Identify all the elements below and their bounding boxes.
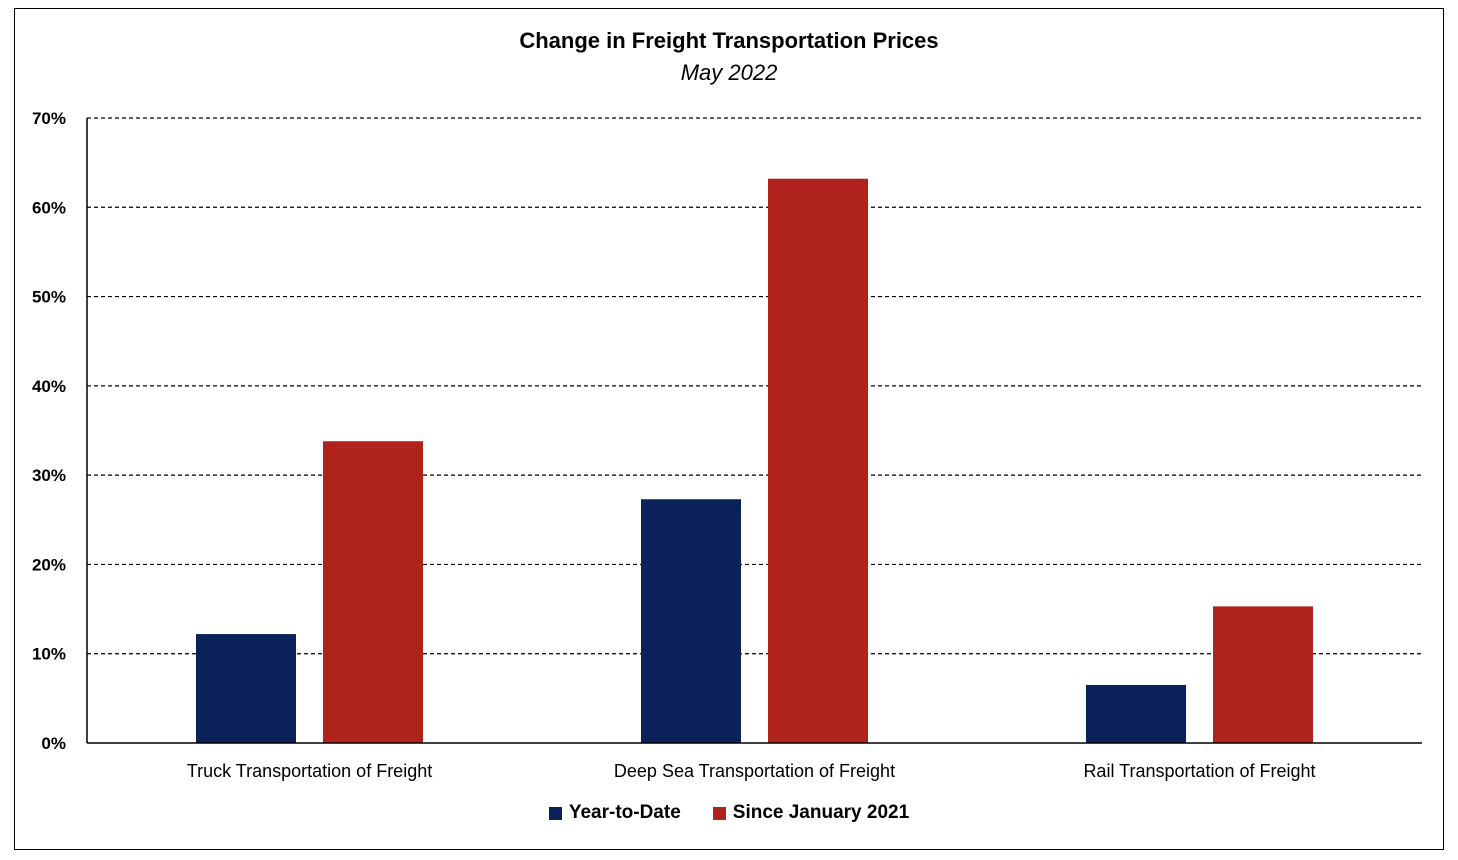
bar-since-january-2021-rail-transportation-of-freight [1213, 606, 1313, 743]
y-tick-label: 10% [32, 645, 66, 664]
y-axis-tick-labels: 0% 10% 20% 30% 40% 50% 60% 70% [32, 109, 66, 753]
bars [196, 178, 1313, 743]
y-tick-label: 50% [32, 288, 66, 307]
y-tick-label: 40% [32, 377, 66, 396]
x-tick-label: Deep Sea Transportation of Freight [614, 761, 895, 781]
y-tick-label: 30% [32, 466, 66, 485]
legend-item-since-january-2021: Since January 2021 [712, 802, 910, 824]
y-tick-label: 60% [32, 198, 66, 217]
bar-since-january-2021-truck-transportation-of-freight [323, 441, 423, 743]
chart-title: Change in Freight Transportation Prices [519, 28, 939, 53]
bar-year-to-date-truck-transportation-of-freight [196, 634, 296, 743]
legend-label-year-to-date: Year-to-Date [568, 802, 681, 823]
bar-year-to-date-rail-transportation-of-freight [1086, 684, 1186, 743]
bar-since-january-2021-deep-sea-transportation-of-freight [768, 178, 868, 743]
legend-label-since-january-2021: Since January 2021 [732, 802, 910, 823]
legend-swatch-year-to-date [548, 806, 562, 820]
x-axis-tick-labels: Truck Transportation of Freight Deep Sea … [187, 761, 1316, 781]
y-tick-label: 20% [32, 555, 66, 574]
y-tick-label: 70% [32, 109, 66, 128]
y-tick-label: 0% [41, 734, 66, 753]
x-tick-label: Truck Transportation of Freight [187, 761, 432, 781]
bar-year-to-date-deep-sea-transportation-of-freight [641, 499, 741, 743]
axes [86, 118, 1422, 744]
legend: Year-to-Date Since January 2021 [0, 802, 1458, 824]
legend-swatch-since-january-2021 [712, 806, 726, 820]
chart-subtitle: May 2022 [680, 60, 778, 85]
gridlines [87, 117, 1422, 655]
x-tick-label: Rail Transportation of Freight [1083, 761, 1315, 781]
legend-item-year-to-date: Year-to-Date [548, 802, 681, 824]
